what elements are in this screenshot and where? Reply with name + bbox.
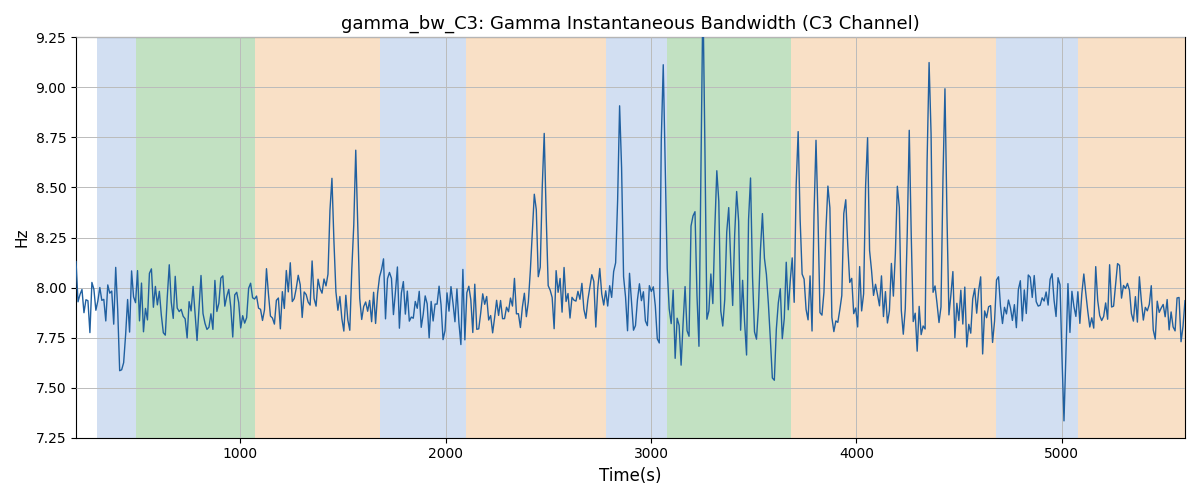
Bar bbox=[1079, 38, 1184, 438]
Bar bbox=[96, 38, 136, 438]
Bar bbox=[136, 38, 254, 438]
Bar bbox=[996, 38, 1079, 438]
Title: gamma_bw_C3: Gamma Instantaneous Bandwidth (C3 Channel): gamma_bw_C3: Gamma Instantaneous Bandwid… bbox=[341, 15, 920, 34]
Bar bbox=[380, 38, 467, 438]
Bar bbox=[467, 38, 606, 438]
Bar bbox=[254, 38, 380, 438]
Bar bbox=[606, 38, 667, 438]
Bar bbox=[791, 38, 996, 438]
X-axis label: Time(s): Time(s) bbox=[599, 467, 661, 485]
Bar bbox=[667, 38, 791, 438]
Y-axis label: Hz: Hz bbox=[14, 228, 30, 248]
